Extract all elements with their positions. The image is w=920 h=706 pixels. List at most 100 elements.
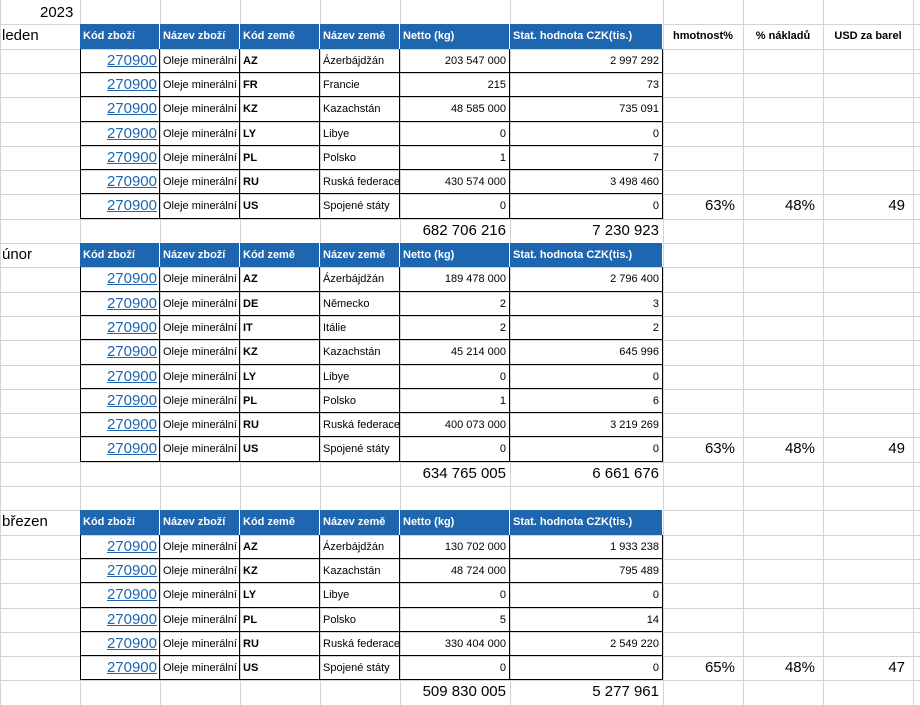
year-label: 2023: [40, 4, 74, 21]
goods-name-cell: Oleje minerální: [160, 632, 240, 656]
country-name-cell: Ruská federace: [320, 170, 400, 194]
goods-code-link[interactable]: 270900: [80, 413, 160, 437]
goods-code-link[interactable]: 270900: [80, 122, 160, 146]
goods-name-cell: Oleje minerální: [160, 73, 240, 97]
naklady-value: 48%: [784, 659, 815, 676]
netto-cell: 2: [400, 316, 510, 340]
goods-code-link[interactable]: 270900: [80, 267, 160, 292]
netto-cell: 215: [400, 73, 510, 97]
stat-value-cell: 2 997 292: [510, 49, 663, 73]
country-code-cell: RU: [240, 170, 320, 194]
stat-value-cell: 645 996: [510, 340, 663, 365]
goods-code-link[interactable]: 270900: [80, 316, 160, 340]
hmotnost-value: 63%: [704, 440, 735, 457]
country-code-cell: AZ: [240, 535, 320, 559]
header-nazev-zeme: Název země: [320, 510, 400, 535]
goods-name-cell: Oleje minerální: [160, 559, 240, 583]
goods-name-cell: Oleje minerální: [160, 437, 240, 462]
goods-name-cell: Oleje minerální: [160, 413, 240, 437]
netto-cell: 0: [400, 194, 510, 219]
country-code-cell: KZ: [240, 97, 320, 122]
country-name-cell: Kazachstán: [320, 559, 400, 583]
stat-value-cell: 0: [510, 194, 663, 219]
stat-value-cell: 0: [510, 365, 663, 389]
country-name-cell: Polsko: [320, 389, 400, 413]
country-code-cell: IT: [240, 316, 320, 340]
country-code-cell: AZ: [240, 267, 320, 292]
header-hmotnost: hmotnost%: [673, 30, 733, 42]
country-code-cell: LY: [240, 122, 320, 146]
country-code-cell: PL: [240, 389, 320, 413]
country-code-cell: FR: [240, 73, 320, 97]
country-code-cell: LY: [240, 365, 320, 389]
netto-cell: 0: [400, 583, 510, 608]
header-nazev-zbozi: Název zboží: [160, 243, 240, 267]
goods-code-link[interactable]: 270900: [80, 608, 160, 632]
header-kod-zbozi: Kód zboží: [80, 243, 160, 267]
netto-cell: 0: [400, 365, 510, 389]
stat-value-cell: 2 549 220: [510, 632, 663, 656]
goods-code-link[interactable]: 270900: [80, 146, 160, 170]
stat-value-cell: 0: [510, 437, 663, 462]
goods-name-cell: Oleje minerální: [160, 340, 240, 365]
goods-code-link[interactable]: 270900: [80, 559, 160, 583]
country-name-cell: Libye: [320, 583, 400, 608]
goods-code-link[interactable]: 270900: [80, 73, 160, 97]
country-code-cell: RU: [240, 413, 320, 437]
total-netto: 509 830 005: [422, 683, 506, 700]
country-name-cell: Ázerbájdžán: [320, 49, 400, 73]
goods-name-cell: Oleje minerální: [160, 656, 240, 680]
header-usd-barel: USD za barel: [834, 30, 902, 42]
goods-code-link[interactable]: 270900: [80, 340, 160, 365]
goods-code-link[interactable]: 270900: [80, 49, 160, 73]
country-code-cell: PL: [240, 608, 320, 632]
header-kod-zeme: Kód země: [240, 24, 320, 49]
goods-code-link[interactable]: 270900: [80, 97, 160, 122]
goods-code-link[interactable]: 270900: [80, 583, 160, 608]
goods-code-link[interactable]: 270900: [80, 365, 160, 389]
goods-code-link[interactable]: 270900: [80, 632, 160, 656]
header-kod-zbozi: Kód zboží: [80, 510, 160, 535]
goods-name-cell: Oleje minerální: [160, 389, 240, 413]
header-kod-zbozi: Kód zboží: [80, 24, 160, 49]
goods-name-cell: Oleje minerální: [160, 267, 240, 292]
goods-name-cell: Oleje minerální: [160, 365, 240, 389]
netto-cell: 2: [400, 292, 510, 316]
stat-value-cell: 2: [510, 316, 663, 340]
goods-code-link[interactable]: 270900: [80, 194, 160, 219]
goods-code-link[interactable]: 270900: [80, 437, 160, 462]
country-name-cell: Spojené státy: [320, 437, 400, 462]
netto-cell: 330 404 000: [400, 632, 510, 656]
total-stat-value: 6 661 676: [592, 465, 659, 482]
total-netto: 682 706 216: [422, 222, 506, 239]
stat-value-cell: 73: [510, 73, 663, 97]
header-stat-hodnota: Stat. hodnota CZK(tis.): [510, 243, 663, 267]
stat-value-cell: 3: [510, 292, 663, 316]
country-code-cell: LY: [240, 583, 320, 608]
netto-cell: 48 724 000: [400, 559, 510, 583]
header-nazev-zeme: Název země: [320, 243, 400, 267]
goods-code-link[interactable]: 270900: [80, 389, 160, 413]
header-kod-zeme: Kód země: [240, 243, 320, 267]
goods-name-cell: Oleje minerální: [160, 608, 240, 632]
goods-code-link[interactable]: 270900: [80, 535, 160, 559]
goods-code-link[interactable]: 270900: [80, 656, 160, 680]
header-netto: Netto (kg): [400, 24, 510, 49]
goods-name-cell: Oleje minerální: [160, 535, 240, 559]
naklady-value: 48%: [784, 197, 815, 214]
header-nazev-zeme: Název země: [320, 24, 400, 49]
netto-cell: 1: [400, 146, 510, 170]
country-code-cell: US: [240, 656, 320, 680]
country-name-cell: Spojené státy: [320, 656, 400, 680]
country-name-cell: Německo: [320, 292, 400, 316]
stat-value-cell: 3 498 460: [510, 170, 663, 194]
usd-barel-value: 49: [888, 440, 905, 457]
country-name-cell: Libye: [320, 122, 400, 146]
stat-value-cell: 7: [510, 146, 663, 170]
month-label: leden: [2, 27, 39, 44]
goods-code-link[interactable]: 270900: [80, 292, 160, 316]
netto-cell: 45 214 000: [400, 340, 510, 365]
country-code-cell: KZ: [240, 559, 320, 583]
goods-name-cell: Oleje minerální: [160, 122, 240, 146]
goods-code-link[interactable]: 270900: [80, 170, 160, 194]
